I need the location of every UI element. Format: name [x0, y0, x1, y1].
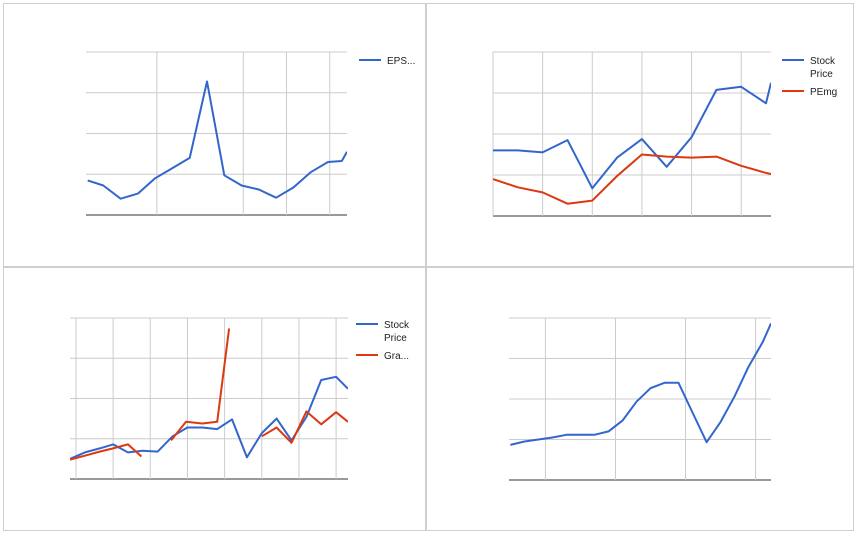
dividend-chart	[509, 317, 771, 481]
legend-label: PEmg	[810, 87, 837, 98]
legend-label: Stock Price	[810, 56, 836, 80]
series-line	[493, 82, 771, 190]
graham-chart: Stock Price Gra...	[70, 317, 410, 480]
series-line	[70, 375, 348, 460]
series-line	[510, 322, 771, 446]
price-pe-chart-panel: Stock Price PEmg	[426, 3, 854, 267]
series-line	[87, 80, 347, 200]
series-line	[493, 153, 771, 205]
legend-label: Gra...	[384, 351, 409, 362]
legend-label: EPS...	[387, 56, 415, 67]
legend-label: Stock Price	[384, 320, 410, 344]
eps-chart-panel: EPS...	[3, 3, 426, 267]
series-line	[170, 328, 231, 442]
eps-chart: EPS...	[86, 51, 415, 216]
series-line	[70, 443, 143, 461]
dividend-chart-panel	[426, 267, 854, 531]
graham-chart-panel: Stock Price Gra...	[3, 267, 426, 531]
series-line	[261, 410, 348, 444]
price-pe-chart: Stock Price PEmg	[492, 51, 837, 217]
